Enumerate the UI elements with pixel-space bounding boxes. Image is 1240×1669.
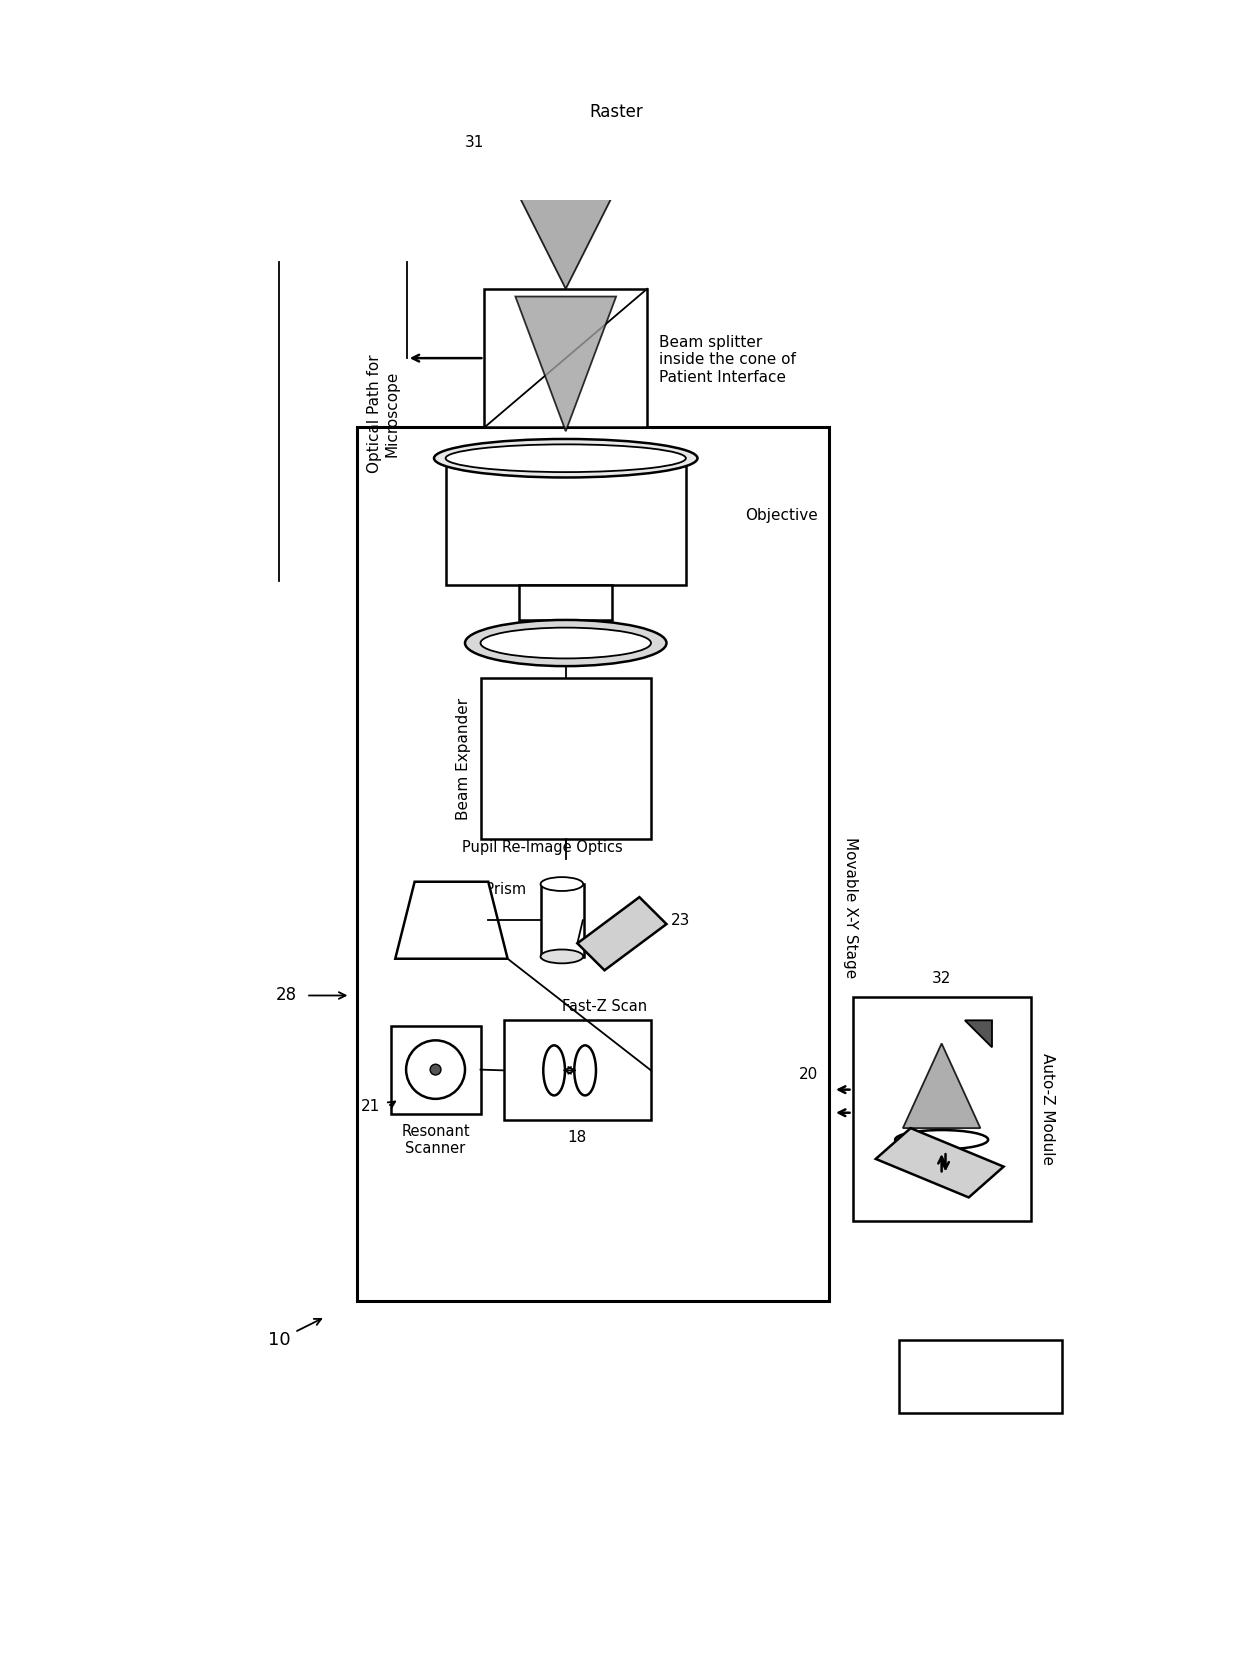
Bar — [503, 1020, 651, 1120]
Bar — [899, 1340, 1061, 1414]
Circle shape — [430, 1065, 441, 1075]
Polygon shape — [965, 1020, 992, 1046]
Text: Raster: Raster — [589, 103, 642, 120]
Text: Pupil Re-Image Optics: Pupil Re-Image Optics — [463, 840, 622, 855]
Polygon shape — [903, 1043, 981, 1128]
Bar — [541, 885, 584, 958]
Text: Movable X-Y Stage: Movable X-Y Stage — [843, 838, 858, 978]
Ellipse shape — [895, 1130, 988, 1150]
Text: 31: 31 — [465, 135, 485, 150]
Polygon shape — [516, 297, 616, 431]
Circle shape — [407, 1040, 465, 1098]
Polygon shape — [396, 881, 507, 958]
Bar — [481, 678, 651, 840]
Bar — [392, 1026, 481, 1115]
Ellipse shape — [541, 878, 583, 891]
Bar — [357, 427, 830, 1302]
Polygon shape — [578, 898, 667, 970]
Text: 20: 20 — [799, 1066, 817, 1082]
Ellipse shape — [465, 619, 667, 666]
Ellipse shape — [434, 439, 697, 477]
Text: 28: 28 — [277, 986, 298, 1005]
Text: Beam Expander: Beam Expander — [456, 698, 471, 819]
Text: Resonant
Scanner: Resonant Scanner — [402, 1123, 470, 1157]
Ellipse shape — [445, 444, 686, 472]
Ellipse shape — [543, 1045, 565, 1095]
Text: 23: 23 — [671, 913, 689, 928]
Ellipse shape — [574, 1045, 596, 1095]
Text: 32: 32 — [932, 971, 951, 986]
Ellipse shape — [541, 950, 583, 963]
Text: 18: 18 — [568, 1130, 587, 1145]
Text: Objective: Objective — [745, 509, 817, 524]
Bar — [485, 289, 647, 427]
Text: Fast-Z Scan: Fast-Z Scan — [562, 1000, 647, 1015]
Text: Auto-Z Module: Auto-Z Module — [1040, 1053, 1055, 1165]
Ellipse shape — [481, 628, 651, 659]
Polygon shape — [875, 1128, 1003, 1197]
Text: Fig. 3: Fig. 3 — [928, 1360, 1033, 1392]
Text: Optical Path for
Microscope: Optical Path for Microscope — [367, 354, 399, 472]
Bar — [853, 998, 1030, 1220]
Text: Beam splitter
inside the cone of
Patient Interface: Beam splitter inside the cone of Patient… — [658, 335, 796, 386]
Text: 21: 21 — [361, 1100, 379, 1115]
Bar — [503, 135, 627, 197]
Text: 10: 10 — [268, 1330, 290, 1349]
Bar — [520, 586, 613, 619]
Text: Dove Prism: Dove Prism — [443, 883, 526, 898]
Bar — [445, 462, 686, 586]
Polygon shape — [520, 197, 613, 289]
